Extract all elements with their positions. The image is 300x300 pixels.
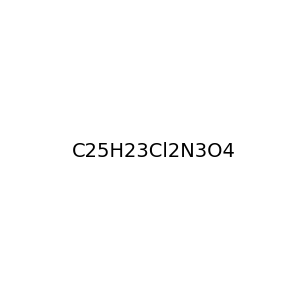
Text: C25H23Cl2N3O4: C25H23Cl2N3O4 [72, 142, 236, 161]
